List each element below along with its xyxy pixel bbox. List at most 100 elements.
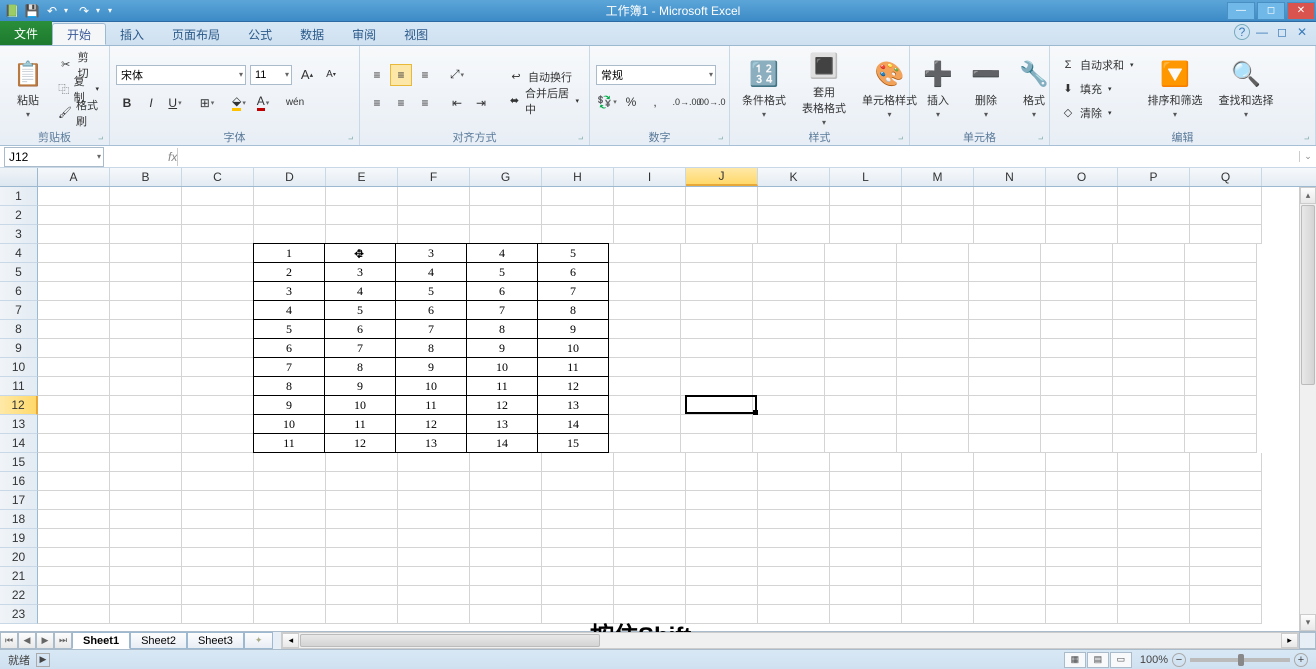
- cell[interactable]: [758, 567, 830, 586]
- cell[interactable]: [758, 510, 830, 529]
- cell[interactable]: [974, 453, 1046, 472]
- cell[interactable]: [110, 377, 182, 396]
- col-header-O[interactable]: O: [1046, 168, 1118, 186]
- cell[interactable]: 7: [537, 281, 609, 301]
- cell[interactable]: [897, 415, 969, 434]
- cell[interactable]: 11: [395, 395, 467, 415]
- cell[interactable]: [902, 472, 974, 491]
- underline-button[interactable]: U: [164, 92, 186, 114]
- cell[interactable]: [753, 282, 825, 301]
- cell[interactable]: 8: [395, 338, 467, 358]
- cell[interactable]: [326, 510, 398, 529]
- cell[interactable]: [681, 358, 753, 377]
- align-bottom-icon[interactable]: ≡: [414, 64, 436, 86]
- row-header-17[interactable]: 17: [0, 491, 38, 510]
- border-button[interactable]: ⊞: [196, 92, 218, 114]
- cell[interactable]: [254, 472, 326, 491]
- cell[interactable]: [974, 605, 1046, 624]
- col-header-I[interactable]: I: [614, 168, 686, 186]
- cell[interactable]: [758, 605, 830, 624]
- cell[interactable]: [110, 548, 182, 567]
- cell[interactable]: [969, 377, 1041, 396]
- col-header-M[interactable]: M: [902, 168, 974, 186]
- cell[interactable]: [182, 244, 254, 263]
- cell[interactable]: [609, 244, 681, 263]
- cell[interactable]: [974, 567, 1046, 586]
- minimize-ribbon-icon[interactable]: —: [1254, 24, 1270, 40]
- cell[interactable]: [825, 358, 897, 377]
- cell[interactable]: 7: [324, 338, 396, 358]
- cell[interactable]: [254, 529, 326, 548]
- cell[interactable]: [1185, 282, 1257, 301]
- cell[interactable]: [830, 567, 902, 586]
- cell[interactable]: [1041, 320, 1113, 339]
- conditional-format-button[interactable]: 🔢条件格式▾: [736, 56, 792, 121]
- decrease-indent-icon[interactable]: ⇤: [446, 92, 468, 114]
- row-header-11[interactable]: 11: [0, 377, 38, 396]
- cell[interactable]: [470, 510, 542, 529]
- cell[interactable]: [38, 529, 110, 548]
- cell[interactable]: [1046, 605, 1118, 624]
- cell[interactable]: [609, 358, 681, 377]
- cell[interactable]: [182, 377, 254, 396]
- cell[interactable]: [1041, 377, 1113, 396]
- cell[interactable]: [182, 548, 254, 567]
- cell[interactable]: [1113, 415, 1185, 434]
- col-header-J[interactable]: J: [686, 168, 758, 186]
- cell[interactable]: 4: [324, 281, 396, 301]
- cell[interactable]: [902, 206, 974, 225]
- hscroll-thumb[interactable]: [300, 634, 600, 647]
- cell[interactable]: 6: [253, 338, 325, 358]
- cell[interactable]: 3: [253, 281, 325, 301]
- cell[interactable]: [254, 586, 326, 605]
- cell[interactable]: [1113, 263, 1185, 282]
- tab-开始[interactable]: 开始: [52, 23, 106, 45]
- qat-customize[interactable]: ▾: [108, 6, 116, 15]
- cell[interactable]: [38, 434, 110, 453]
- undo-drop[interactable]: ▾: [64, 6, 72, 15]
- cell[interactable]: [681, 301, 753, 320]
- scroll-right-icon[interactable]: ▸: [1281, 633, 1298, 648]
- row-header-6[interactable]: 6: [0, 282, 38, 301]
- scroll-down-icon[interactable]: ▾: [1300, 614, 1316, 631]
- cell[interactable]: [182, 187, 254, 206]
- font-color-button[interactable]: A: [252, 92, 274, 114]
- cell[interactable]: [614, 586, 686, 605]
- maximize-button[interactable]: ◻: [1257, 2, 1285, 20]
- cell[interactable]: 4: [466, 243, 538, 263]
- row-header-12[interactable]: 12: [0, 396, 38, 415]
- cell[interactable]: [1041, 263, 1113, 282]
- cell[interactable]: [686, 491, 758, 510]
- cell[interactable]: 6: [466, 281, 538, 301]
- cell[interactable]: [254, 491, 326, 510]
- cell[interactable]: [681, 396, 753, 415]
- cell[interactable]: [758, 586, 830, 605]
- sheet-tab-Sheet1[interactable]: Sheet1: [72, 632, 130, 649]
- page-break-view-button[interactable]: ▭: [1110, 652, 1132, 668]
- cell[interactable]: [1190, 187, 1262, 206]
- cell[interactable]: [398, 453, 470, 472]
- cell[interactable]: [609, 377, 681, 396]
- cell[interactable]: 11: [324, 414, 396, 434]
- cell[interactable]: [686, 605, 758, 624]
- cell[interactable]: [1185, 434, 1257, 453]
- cell[interactable]: [1185, 301, 1257, 320]
- align-center-icon[interactable]: ≡: [390, 92, 412, 114]
- cell[interactable]: [1041, 396, 1113, 415]
- cell[interactable]: [1113, 301, 1185, 320]
- cell[interactable]: 6: [537, 262, 609, 282]
- cell[interactable]: [110, 244, 182, 263]
- cell[interactable]: [614, 529, 686, 548]
- cell[interactable]: [182, 472, 254, 491]
- cell[interactable]: [614, 491, 686, 510]
- row-header-16[interactable]: 16: [0, 472, 38, 491]
- cell[interactable]: [398, 491, 470, 510]
- cell[interactable]: [609, 434, 681, 453]
- cell[interactable]: [825, 396, 897, 415]
- zoom-slider[interactable]: [1190, 658, 1290, 662]
- cell[interactable]: [686, 225, 758, 244]
- cell[interactable]: [182, 415, 254, 434]
- cell[interactable]: [398, 187, 470, 206]
- cell[interactable]: [609, 339, 681, 358]
- cell[interactable]: [686, 453, 758, 472]
